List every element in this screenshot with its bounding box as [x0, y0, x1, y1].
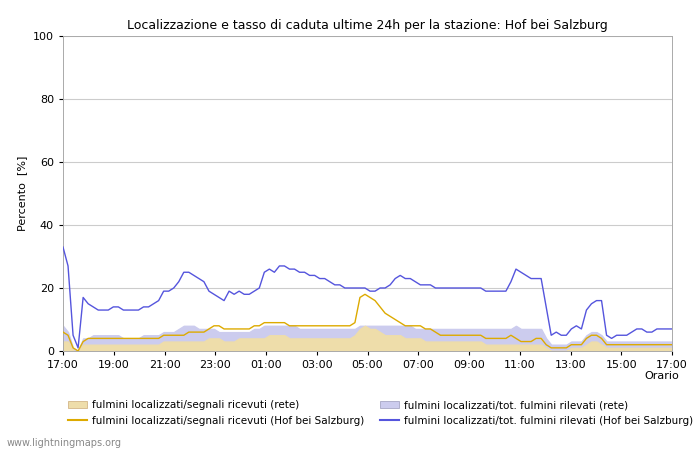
Title: Localizzazione e tasso di caduta ultime 24h per la stazione: Hof bei Salzburg: Localizzazione e tasso di caduta ultime …	[127, 19, 608, 32]
Legend: fulmini localizzati/segnali ricevuti (rete), fulmini localizzati/segnali ricevut: fulmini localizzati/segnali ricevuti (re…	[68, 400, 693, 426]
Y-axis label: Percento  [%]: Percento [%]	[18, 156, 27, 231]
Text: Orario: Orario	[644, 371, 679, 381]
Text: www.lightningmaps.org: www.lightningmaps.org	[7, 438, 122, 448]
